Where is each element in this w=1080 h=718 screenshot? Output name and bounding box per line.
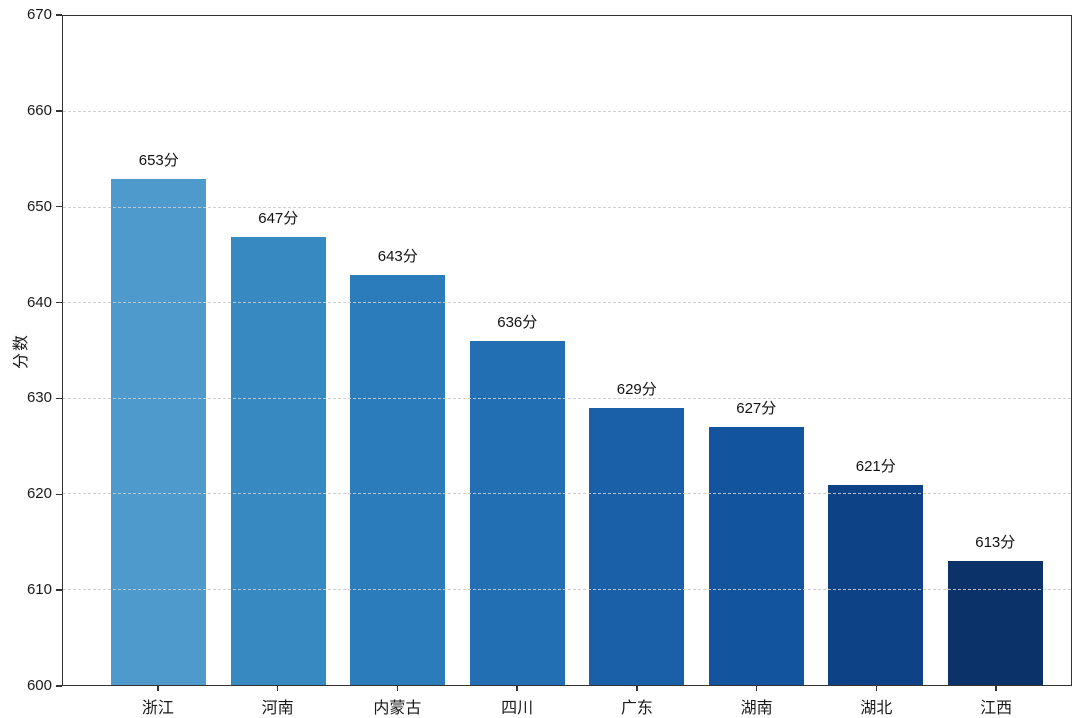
bar-浙江 (111, 179, 207, 685)
bar-slot: 647分 (219, 207, 339, 685)
plot-area: 653分 647分 643分 636分 629分 627分 621分 613分 (62, 15, 1072, 686)
x-tick-label-四川: 四川 (501, 700, 534, 717)
y-tick-label: 610 (26, 581, 52, 599)
bar-slot: 643分 (338, 245, 458, 685)
x-tick-mark (636, 686, 638, 691)
bars-container: 653分 647分 643分 636分 629分 627分 621分 613分 (63, 16, 1071, 685)
x-tick-label-湖南: 湖南 (740, 700, 773, 717)
y-tick-label: 630 (26, 389, 52, 407)
bar-value-label: 613分 (975, 533, 1016, 551)
bar-四川 (469, 341, 565, 685)
bar-湖南 (708, 427, 804, 685)
y-tick-mark (56, 14, 62, 16)
y-tick-label: 650 (26, 197, 52, 215)
bar-value-label: 621分 (855, 457, 896, 475)
x-tick-mark (396, 686, 399, 691)
x-tick-label-河南: 河南 (261, 700, 294, 717)
y-tick-label: 640 (26, 293, 52, 311)
y-tick-label: 600 (26, 677, 52, 694)
y-tick-mark (56, 397, 62, 400)
bar-slot: 621分 (816, 455, 936, 685)
y-tick-mark (56, 589, 62, 591)
x-tick-mark (276, 686, 279, 691)
bar-slot: 627分 (697, 397, 817, 685)
x-tick-mark (157, 686, 159, 691)
y-tick-label: 620 (26, 485, 52, 503)
bar-slot: 653分 (99, 149, 219, 685)
x-tick-label-浙江: 浙江 (141, 700, 174, 717)
bar-内蒙古 (350, 274, 446, 685)
y-tick-mark (56, 205, 62, 208)
y-tick-mark (56, 685, 62, 687)
x-tick-label-内蒙古: 内蒙古 (373, 700, 422, 717)
x-tick-label-湖北: 湖北 (860, 700, 893, 717)
y-axis-title-text: 分数 (13, 332, 31, 369)
x-tick-label-江西: 江西 (980, 700, 1013, 717)
y-tick-mark (56, 493, 62, 496)
bar-value-label: 627分 (736, 400, 777, 418)
x-tick-mark (516, 686, 518, 691)
bar-slot: 636分 (458, 311, 578, 685)
bar-湖北 (828, 484, 924, 685)
y-tick-mark (56, 301, 62, 304)
bar-value-label: 643分 (377, 247, 418, 265)
bar-value-label: 629分 (616, 381, 657, 399)
bar-value-label: 653分 (138, 152, 179, 170)
x-tick-mark (875, 686, 878, 691)
bar-江西 (947, 560, 1043, 685)
bar-value-label: 636分 (497, 314, 538, 332)
y-tick-label: 660 (26, 101, 52, 119)
y-tick-label: 670 (26, 6, 52, 23)
x-tick-label-广东: 广东 (620, 700, 653, 717)
y-tick-mark (56, 110, 62, 112)
bar-slot: 629分 (577, 378, 697, 685)
x-tick-mark (755, 686, 758, 691)
bar-value-label: 647分 (258, 209, 299, 227)
x-tick-mark (995, 686, 997, 691)
bar-河南 (230, 236, 326, 685)
bar-slot: 613分 (936, 531, 1056, 685)
bar-广东 (589, 408, 685, 685)
